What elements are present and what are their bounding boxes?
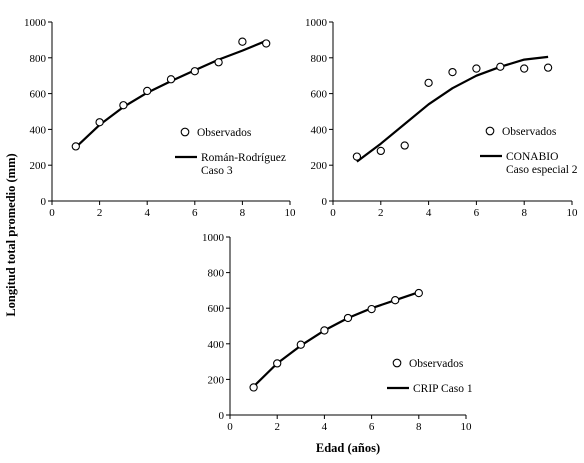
y-tick-label: 0 — [219, 410, 225, 422]
observed-point — [367, 304, 376, 314]
y-tick-label: 600 — [208, 303, 225, 315]
x-tick-label: 6 — [369, 421, 375, 433]
x-tick-label: 8 — [240, 207, 246, 219]
observed-point — [296, 340, 305, 349]
y-tick-label: 400 — [30, 124, 47, 136]
x-tick-label: 4 — [144, 207, 150, 219]
observed-point — [520, 64, 529, 73]
observed-point — [320, 326, 329, 335]
x-tick-label: 0 — [227, 421, 233, 433]
y-tick-label: 200 — [30, 160, 47, 172]
x-tick-label: 6 — [192, 207, 198, 219]
observed-point — [391, 296, 400, 305]
y-tick-label: 400 — [311, 124, 328, 136]
model-series-line — [252, 291, 420, 388]
observed-point — [496, 62, 505, 71]
x-tick-label: 4 — [322, 421, 328, 433]
y-tick-label: 800 — [311, 53, 328, 65]
observed-point — [424, 78, 433, 88]
y-tick-label: 600 — [30, 89, 47, 101]
x-tick-label: 10 — [567, 207, 579, 219]
observed-point — [448, 67, 457, 77]
y-tick-label: 0 — [41, 196, 47, 208]
legend-observed-marker — [485, 126, 495, 136]
observed-point — [273, 359, 282, 368]
legend-observed-marker — [392, 358, 402, 368]
observed-point — [400, 141, 409, 150]
x-tick-label: 2 — [378, 207, 384, 219]
y-tick-label: 1000 — [202, 232, 225, 244]
y-tick-label: 1000 — [24, 17, 47, 29]
y-axis-label: Longitud total promedio (mm) — [4, 153, 18, 316]
x-tick-label: 0 — [330, 207, 336, 219]
legend-model-label: CRIP Caso 1 — [413, 383, 473, 395]
y-tick-label: 1000 — [305, 17, 328, 29]
x-tick-label: 2 — [274, 421, 280, 433]
chart-panel-3: 0 200 400 600 800 1000 0 2 4 6 8 10 Observados CRIP C… — [202, 232, 473, 433]
y-tick-label: 800 — [208, 268, 225, 280]
observed-point — [190, 67, 199, 76]
observed-point — [376, 146, 385, 156]
x-tick-label: 0 — [49, 207, 55, 219]
legend-model-label: Román-Rodríguez — [201, 152, 286, 164]
x-axis-label: Edad (años) — [316, 441, 380, 455]
y-tick-label: 600 — [311, 89, 328, 101]
x-tick-label: 8 — [416, 421, 422, 433]
observed-point — [119, 101, 128, 110]
observed-point — [95, 118, 104, 127]
x-tick-label: 6 — [474, 207, 480, 219]
observed-point — [352, 152, 362, 161]
legend-observed-label: Observados — [502, 126, 557, 138]
observed-point — [143, 86, 152, 96]
x-tick-label: 10 — [285, 207, 297, 219]
y-tick-label: 200 — [311, 160, 328, 172]
x-tick-label: 4 — [426, 207, 432, 219]
legend-observed-marker — [180, 127, 190, 137]
observed-point — [343, 313, 353, 323]
observed-point — [543, 63, 553, 72]
observed-point — [71, 142, 80, 151]
legend-model-label-line2: Caso 3 — [201, 165, 233, 177]
y-tick-label: 0 — [322, 196, 328, 208]
observed-point — [472, 64, 481, 73]
observed-point — [262, 39, 271, 48]
chart-panel-1: 0 200 400 600 800 1000 0 2 4 6 8 10 Observados Román-… — [24, 17, 296, 219]
observed-point — [214, 58, 223, 67]
legend-observed-label: Observados — [197, 127, 252, 139]
y-tick-label: 200 — [208, 374, 225, 386]
observed-point — [249, 383, 258, 392]
y-tick-label: 800 — [30, 53, 47, 65]
legend-model-label: CONABIO — [506, 151, 558, 163]
x-tick-label: 10 — [461, 421, 473, 433]
x-tick-label: 2 — [97, 207, 103, 219]
chart-panel-2: 0 200 400 600 800 1000 0 2 4 6 8 10 Observados CONABI… — [305, 17, 578, 219]
x-tick-label: 8 — [521, 207, 527, 219]
legend: Observados CRIP Caso 1 — [387, 358, 473, 395]
y-tick-label: 400 — [208, 339, 225, 351]
model-series-line — [356, 55, 549, 163]
observed-point — [166, 75, 176, 84]
observed-point — [414, 288, 423, 298]
legend-model-label-line2: Caso especial 2 — [506, 164, 578, 176]
legend-observed-label: Observados — [409, 358, 464, 370]
observed-point — [238, 37, 247, 46]
